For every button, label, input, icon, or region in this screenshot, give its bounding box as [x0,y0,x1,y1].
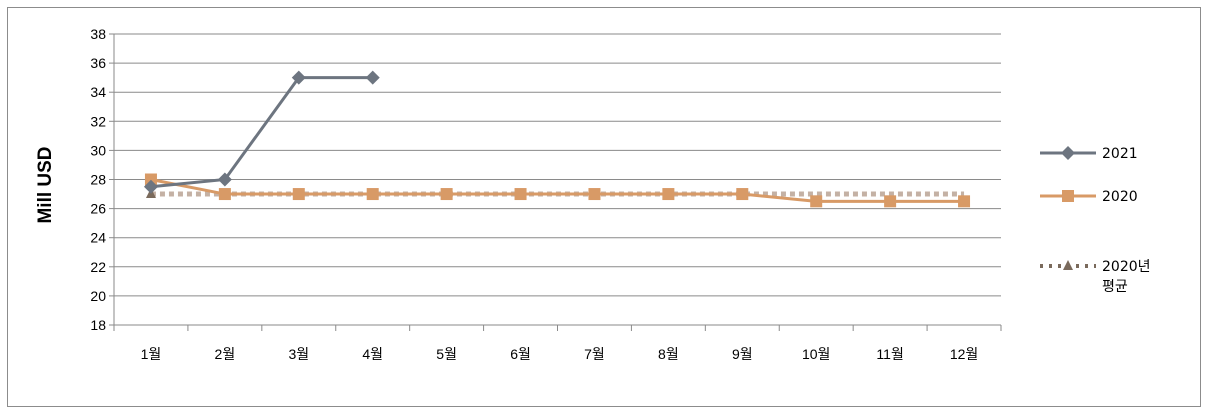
x-tick-label: 9월 [732,346,753,362]
series-point [144,173,157,186]
y-tick-label: 38 [90,26,106,42]
series-point [292,188,305,201]
y-tick-label: 18 [90,317,106,333]
x-tick-label: 6월 [510,346,531,362]
series-line [150,76,373,189]
chart-frame [7,7,1201,407]
series-point [958,195,971,208]
legend-item-0: 2021 [1040,146,1138,162]
x-tick-label: 3월 [288,346,309,362]
series-point [514,188,527,201]
y-tick-label: 36 [90,55,106,71]
series-1 [144,173,971,208]
x-tick-label: 1월 [141,346,162,362]
y-tick-label: 30 [90,142,106,158]
series-point [884,195,897,208]
series-point [810,195,823,208]
legend-label: 평균 [1102,279,1128,295]
legend-swatch-marker [1061,146,1075,160]
series-point [736,188,749,201]
x-tick-label: 2월 [215,346,236,362]
x-tick-label: 7월 [584,346,605,362]
series-point [366,188,379,201]
series-point [662,188,675,201]
y-tick-label: 24 [90,230,106,246]
series-point [218,188,231,201]
y-axis-label: Mill USD [35,146,56,223]
x-tick-label: 4월 [362,346,383,362]
x-tick-label: 8월 [658,346,679,362]
legend-label: 2020년 [1102,259,1151,275]
legend-swatch-marker [1063,260,1073,270]
y-tick-label: 20 [90,288,106,304]
series-point [365,70,380,85]
gridlines [114,33,1001,326]
axes: 18 20 22 24 26 28 30 32 34 36 38 1월 2월 3월 4월 5월 6월 7월 8월 9월… [90,26,1002,362]
y-tick-label: 32 [90,113,106,129]
x-tick-label: 12월 [950,346,978,362]
series-point [217,172,232,187]
legend-swatch-marker [1062,190,1074,202]
legend-item-1: 2020 [1040,189,1138,205]
y-tick-label: 26 [90,201,106,217]
series-0 [143,70,380,194]
y-tick-label: 28 [90,172,106,188]
series-line [150,178,965,203]
x-tick-label: 5월 [436,346,457,362]
y-tick-label: 22 [90,259,106,275]
series-point [588,188,601,201]
legend-label: 2021 [1102,146,1138,162]
series-layer [143,70,971,208]
legend-label: 2020 [1102,189,1138,205]
y-tick-label: 34 [90,84,106,100]
x-tick-label: 10월 [802,346,830,362]
series-point [440,188,453,201]
x-tick-label: 11월 [876,346,903,362]
series-point [291,70,306,85]
series-point [143,179,158,194]
